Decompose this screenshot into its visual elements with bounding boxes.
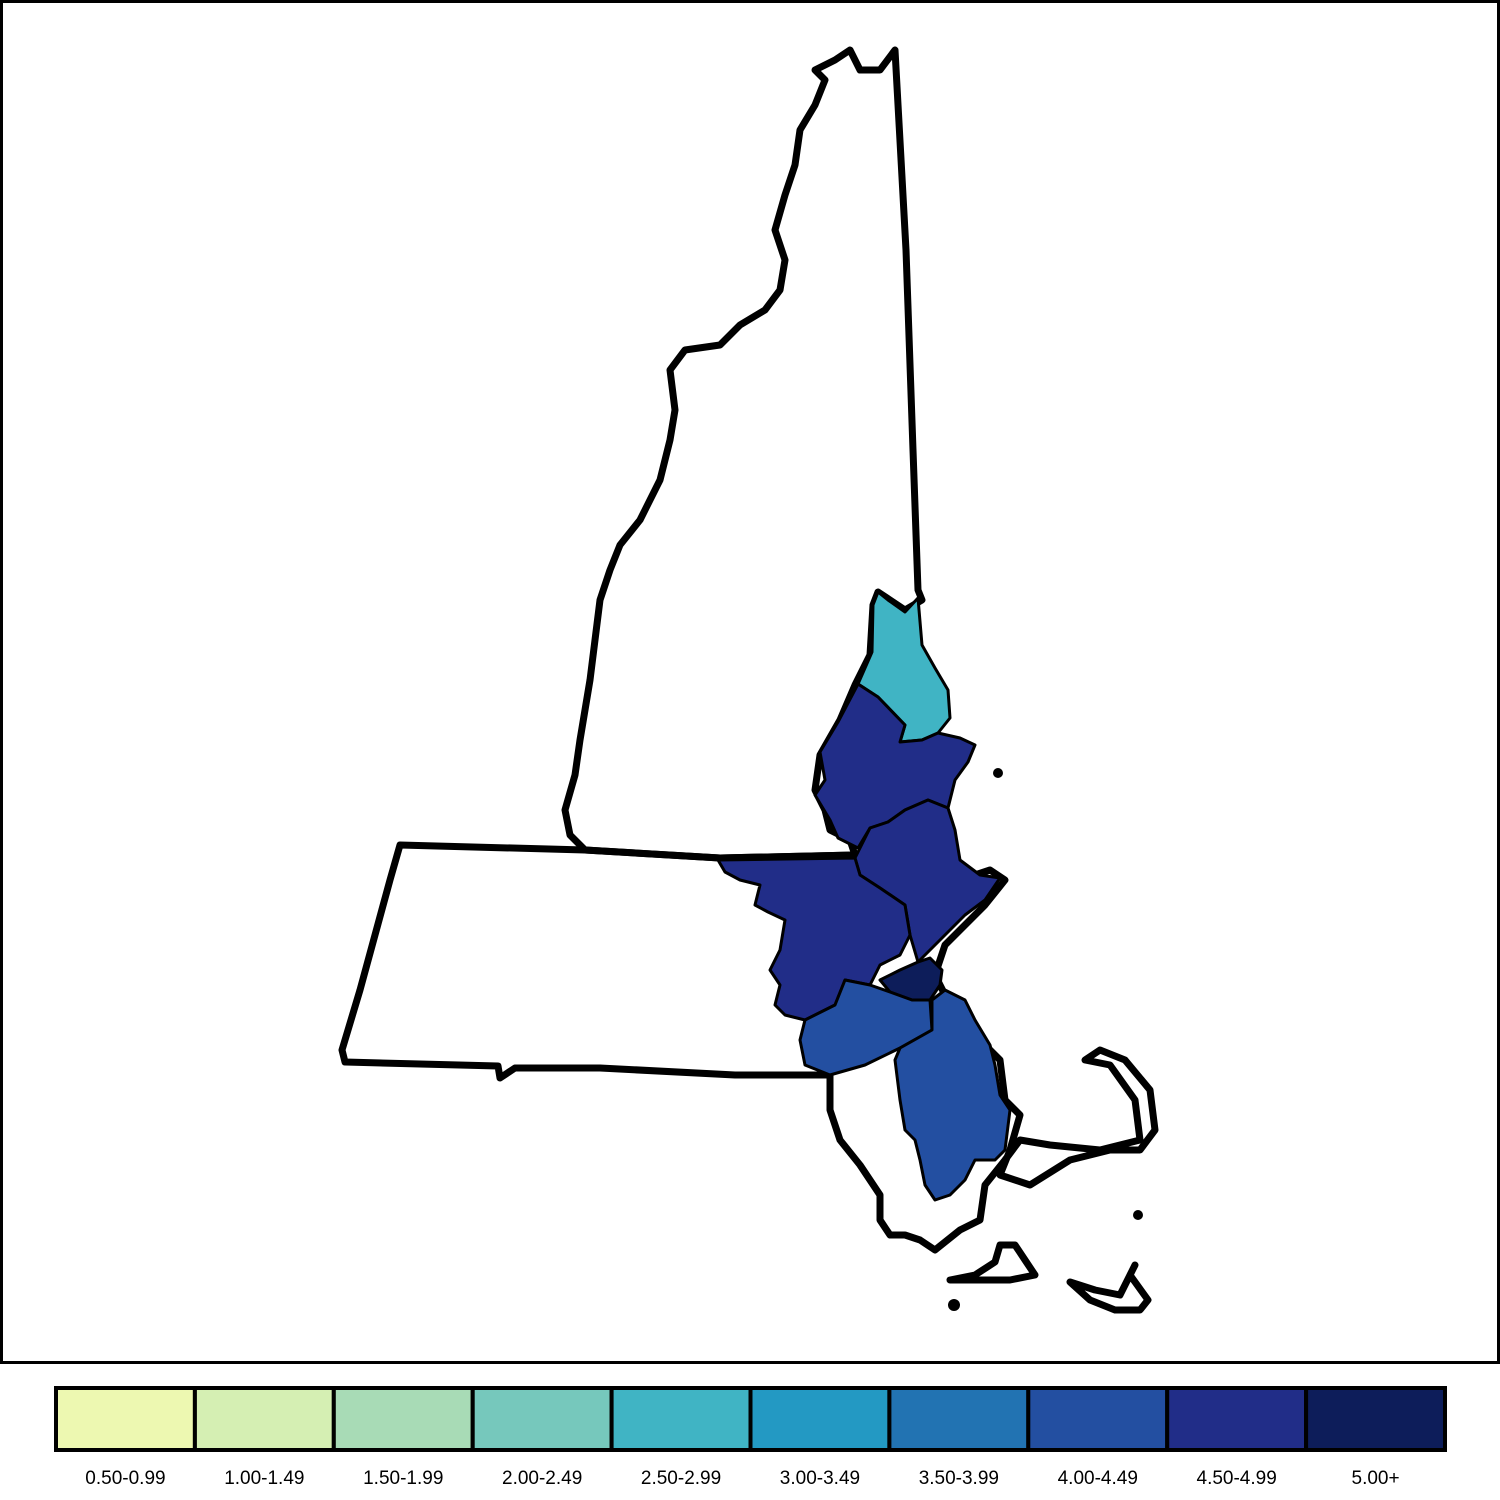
- legend-label: 2.00-2.49: [502, 1468, 582, 1489]
- island-dot: [1133, 1210, 1143, 1220]
- map-frame: [0, 0, 1500, 1364]
- region-south: [893, 988, 1012, 1202]
- island-dot: [993, 768, 1003, 778]
- legend: 0.50-0.99 1.00-1.49 1.50-1.99 2.00-2.49 2.50…: [0, 1364, 1500, 1500]
- map-canvas: [0, 0, 1500, 1364]
- marthas-vineyard-outline: [946, 1241, 1039, 1284]
- legend-label: 2.50-2.99: [641, 1468, 721, 1489]
- legend-swatch: [331, 1386, 475, 1452]
- legend-swatch: [1304, 1386, 1447, 1452]
- legend-swatch: [1165, 1386, 1309, 1452]
- legend-label: 1.50-1.99: [363, 1468, 443, 1489]
- legend-swatch: [748, 1386, 892, 1452]
- legend-label: 5.00+: [1352, 1468, 1400, 1489]
- island-dot: [948, 1299, 960, 1311]
- legend-label: 3.00-3.49: [780, 1468, 860, 1489]
- legend-swatch: [887, 1386, 1031, 1452]
- legend-swatch: [1026, 1386, 1170, 1452]
- legend-label: 3.50-3.99: [919, 1468, 999, 1489]
- legend-swatch: [470, 1386, 614, 1452]
- region-west: [716, 856, 912, 1022]
- legend-label: 0.50-0.99: [85, 1468, 165, 1489]
- legend-swatch: [54, 1386, 197, 1452]
- legend-label: 1.00-1.49: [224, 1468, 304, 1489]
- legend-label: 4.50-4.99: [1197, 1468, 1277, 1489]
- nantucket-outline: [1066, 1261, 1152, 1314]
- region-sw: [798, 978, 934, 1077]
- legend-swatch: [609, 1386, 753, 1452]
- legend-canvas: 0.50-0.99 1.00-1.49 1.50-1.99 2.00-2.49 2.50…: [54, 1386, 1447, 1489]
- map-border: [0, 0, 1500, 1364]
- legend-label: 4.00-4.49: [1058, 1468, 1138, 1489]
- legend-swatch: [192, 1386, 336, 1452]
